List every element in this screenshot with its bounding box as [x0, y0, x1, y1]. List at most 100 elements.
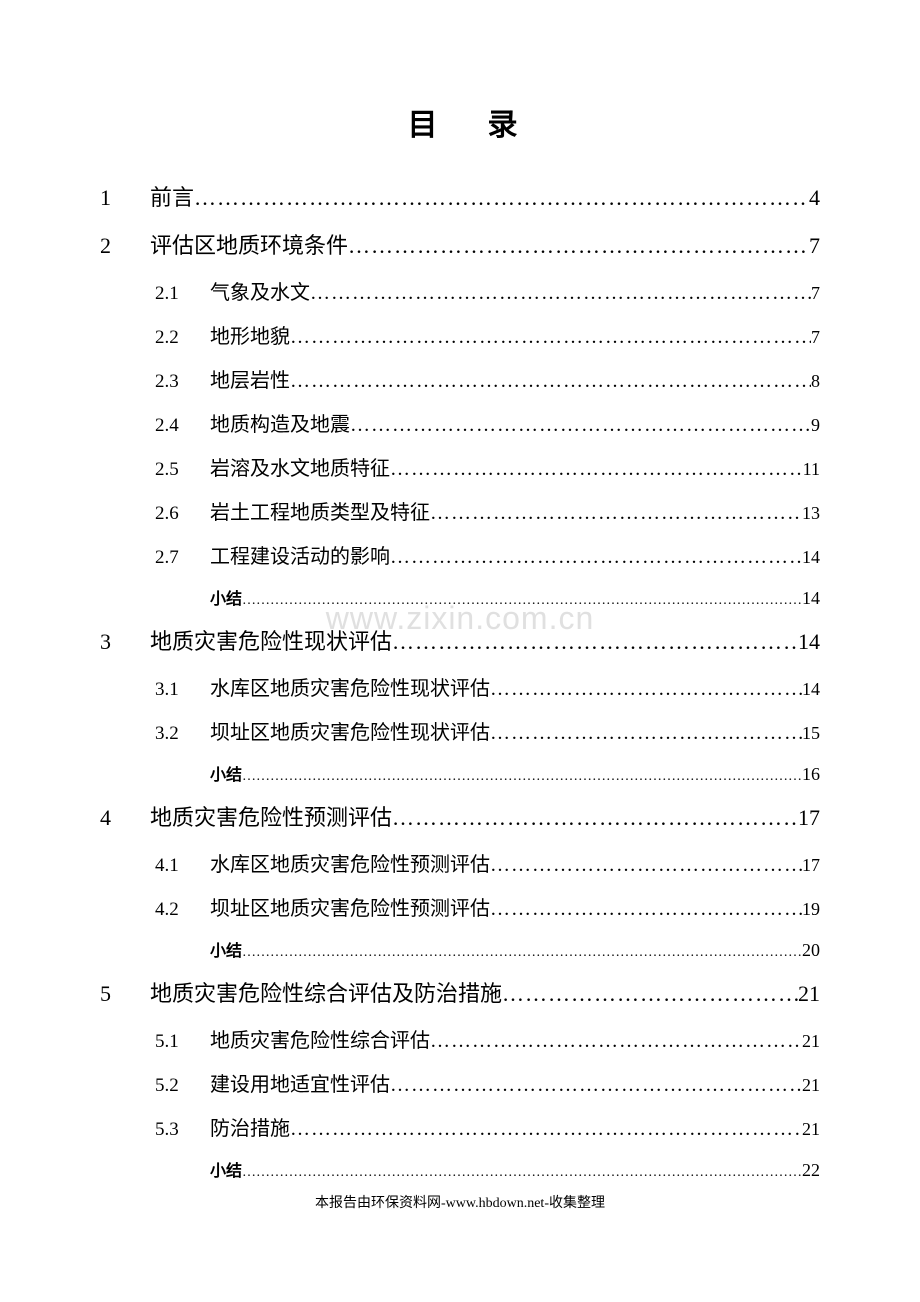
- toc-sub-3-2: 3.2 坝址区地质灾害危险性现状评估 15: [100, 711, 820, 755]
- toc-sub-2-4: 2.4 地质构造及地震 9: [100, 403, 820, 447]
- toc-title: 目录: [100, 100, 820, 144]
- sub-number: 2.1: [155, 273, 210, 315]
- page-number: 13: [802, 494, 820, 534]
- sub-label: 地质灾害危险性综合评估: [210, 1019, 430, 1063]
- leader-dots: [390, 535, 802, 579]
- toc-chapter-5: 5 地质灾害危险性综合评估及防治措施 21: [100, 970, 820, 1018]
- page-number: 14: [802, 670, 820, 710]
- leader-dots: [242, 762, 802, 793]
- page-number: 15: [802, 714, 820, 754]
- toc-chapter-1: 1 前言 4: [100, 174, 820, 222]
- chapter-label: 前言: [150, 174, 194, 222]
- toc-sub-4-2: 4.2 坝址区地质灾害危险性预测评估 19: [100, 887, 820, 931]
- page-number: 14: [798, 618, 820, 666]
- leader-dots: [490, 711, 802, 755]
- page-number: 21: [802, 1022, 820, 1062]
- chapter-label: 地质灾害危险性现状评估: [150, 618, 392, 666]
- chapter-label: 地质灾害危险性综合评估及防治措施: [150, 970, 502, 1018]
- sub-label: 岩溶及水文地质特征: [210, 447, 390, 491]
- sub-number: 2.4: [155, 405, 210, 447]
- leader-dots: [350, 403, 811, 447]
- page-footer: 本报告由环保资料网-www.hbdown.net-收集整理: [0, 1192, 920, 1212]
- toc-sub-5-2: 5.2 建设用地适宜性评估 21: [100, 1063, 820, 1107]
- leader-dots: [242, 1158, 802, 1189]
- page-number: 22: [802, 1151, 820, 1191]
- chapter-number: 2: [100, 222, 150, 270]
- summary-label: 小结: [210, 582, 242, 617]
- leader-dots: [490, 887, 802, 931]
- toc-sub-5-3: 5.3 防治措施 21: [100, 1107, 820, 1151]
- sub-number: 5.1: [155, 1021, 210, 1063]
- page-number: 4: [809, 174, 820, 222]
- sub-label: 坝址区地质灾害危险性现状评估: [210, 711, 490, 755]
- sub-label: 地形地貌: [210, 315, 290, 359]
- toc-summary-3: 小结 16: [100, 755, 820, 795]
- page-number: 11: [803, 450, 820, 490]
- leader-dots: [490, 843, 802, 887]
- page-number: 7: [809, 222, 820, 270]
- leader-dots: [290, 315, 811, 359]
- sub-number: 3.1: [155, 669, 210, 711]
- page-number: 14: [802, 538, 820, 578]
- toc-chapter-4: 4 地质灾害危险性预测评估 17: [100, 794, 820, 842]
- leader-dots: [194, 174, 809, 222]
- sub-number: 2.6: [155, 493, 210, 535]
- toc-summary-4: 小结 20: [100, 931, 820, 971]
- leader-dots: [490, 667, 802, 711]
- page-number: 9: [811, 406, 820, 446]
- page-number: 21: [798, 970, 820, 1018]
- sub-number: 2.5: [155, 449, 210, 491]
- page-number: 17: [798, 794, 820, 842]
- sub-number: 5.2: [155, 1065, 210, 1107]
- sub-label: 水库区地质灾害危险性现状评估: [210, 667, 490, 711]
- page-number: 21: [802, 1110, 820, 1150]
- sub-label: 工程建设活动的影响: [210, 535, 390, 579]
- toc-sub-2-1: 2.1 气象及水文 7: [100, 271, 820, 315]
- toc-summary-5: 小结 22: [100, 1151, 820, 1191]
- leader-dots: [430, 491, 802, 535]
- sub-label: 气象及水文: [210, 271, 310, 315]
- leader-dots: [392, 794, 798, 842]
- page-number: 7: [811, 318, 820, 358]
- sub-number: 4.1: [155, 845, 210, 887]
- toc-sub-5-1: 5.1 地质灾害危险性综合评估 21: [100, 1019, 820, 1063]
- chapter-label: 评估区地质环境条件: [150, 222, 348, 270]
- page-number: 21: [802, 1066, 820, 1106]
- chapter-number: 3: [100, 618, 150, 666]
- toc-chapter-2: 2 评估区地质环境条件 7: [100, 222, 820, 270]
- chapter-label: 地质灾害危险性预测评估: [150, 794, 392, 842]
- sub-number: 3.2: [155, 713, 210, 755]
- leader-dots: [290, 1107, 802, 1151]
- summary-label: 小结: [210, 758, 242, 793]
- leader-dots: [242, 586, 802, 617]
- sub-number: 5.3: [155, 1109, 210, 1151]
- sub-label: 建设用地适宜性评估: [210, 1063, 390, 1107]
- toc-summary-2: 小结 14: [100, 579, 820, 619]
- toc-sub-2-5: 2.5 岩溶及水文地质特征 11: [100, 447, 820, 491]
- toc-sub-2-3: 2.3 地层岩性 8: [100, 359, 820, 403]
- leader-dots: [502, 970, 798, 1018]
- leader-dots: [392, 618, 798, 666]
- sub-label: 地层岩性: [210, 359, 290, 403]
- sub-number: 2.7: [155, 537, 210, 579]
- chapter-number: 1: [100, 174, 150, 222]
- page-number: 20: [802, 931, 820, 971]
- page-number: 14: [802, 579, 820, 619]
- toc-sub-2-2: 2.2 地形地貌 7: [100, 315, 820, 359]
- page-number: 17: [802, 846, 820, 886]
- page-number: 7: [811, 274, 820, 314]
- summary-label: 小结: [210, 1154, 242, 1189]
- sub-label: 水库区地质灾害危险性预测评估: [210, 843, 490, 887]
- sub-number: 2.2: [155, 317, 210, 359]
- summary-label: 小结: [210, 934, 242, 969]
- toc-chapter-3: 3 地质灾害危险性现状评估 14: [100, 618, 820, 666]
- sub-label: 岩土工程地质类型及特征: [210, 491, 430, 535]
- leader-dots: [290, 359, 811, 403]
- sub-label: 坝址区地质灾害危险性预测评估: [210, 887, 490, 931]
- leader-dots: [242, 938, 802, 969]
- toc-sub-4-1: 4.1 水库区地质灾害危险性预测评估 17: [100, 843, 820, 887]
- sub-number: 2.3: [155, 361, 210, 403]
- chapter-number: 4: [100, 794, 150, 842]
- toc-sub-2-6: 2.6 岩土工程地质类型及特征 13: [100, 491, 820, 535]
- chapter-number: 5: [100, 970, 150, 1018]
